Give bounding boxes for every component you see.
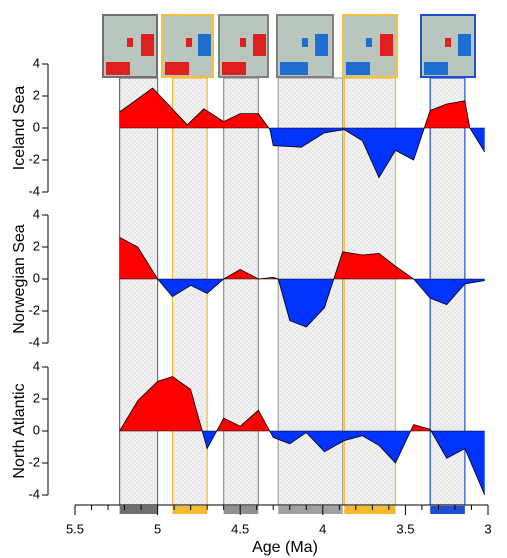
y-tick-label: 4: [33, 55, 40, 70]
x-tick-label: 5.5: [66, 521, 84, 536]
highlight-band: [119, 77, 159, 506]
positive-area: [119, 237, 485, 279]
band-bar: [344, 506, 396, 514]
y-tick-label: -4: [28, 334, 40, 349]
thumbnail: [218, 14, 269, 78]
band-bar: [278, 506, 343, 514]
y-tick-label: -2: [28, 454, 40, 469]
positive-area: [119, 376, 485, 431]
thumbnails: [102, 14, 476, 78]
negative-area: [119, 279, 485, 327]
y-tick-label: -2: [28, 151, 40, 166]
x-tick-label: 5: [154, 521, 161, 536]
highlight-band: [223, 77, 259, 506]
y-tick-label: 0: [33, 119, 40, 134]
y-axis-label: Iceland Sea: [11, 86, 28, 171]
thumbnail: [420, 14, 476, 78]
thumbnail: [276, 14, 334, 78]
negative-area: [119, 431, 485, 495]
positive-area: [119, 88, 485, 128]
x-axis-label: Age (Ma): [252, 539, 318, 556]
y-axis-label: North Atlantic: [11, 383, 28, 478]
y-tick-label: 2: [33, 238, 40, 253]
y-tick-label: -2: [28, 302, 40, 317]
thumbnail: [102, 14, 158, 78]
negative-area: [119, 128, 485, 178]
x-tick-label: 3: [484, 521, 491, 536]
x-tick-label: 4.5: [231, 521, 249, 536]
band-bar: [223, 506, 259, 514]
thumbnail: [342, 14, 398, 78]
y-tick-label: 0: [33, 270, 40, 285]
y-tick-label: -4: [28, 183, 40, 198]
band-bar: [172, 506, 208, 514]
y-tick-label: 4: [33, 358, 40, 373]
y-tick-label: 2: [33, 87, 40, 102]
y-tick-label: 4: [33, 206, 40, 221]
thumbnail: [161, 14, 214, 78]
series-line: [119, 376, 486, 496]
band-bar: [430, 506, 465, 514]
x-tick-label: 3.5: [396, 521, 414, 536]
series-line: [119, 87, 486, 179]
x-tick-label: 4: [319, 521, 326, 536]
y-axis-label: Norwegian Sea: [11, 224, 28, 334]
y-tick-label: 0: [33, 422, 40, 437]
series-line: [119, 237, 485, 328]
y-tick-label: 2: [33, 390, 40, 405]
band-bar: [119, 506, 158, 514]
y-tick-label: -4: [28, 486, 40, 501]
